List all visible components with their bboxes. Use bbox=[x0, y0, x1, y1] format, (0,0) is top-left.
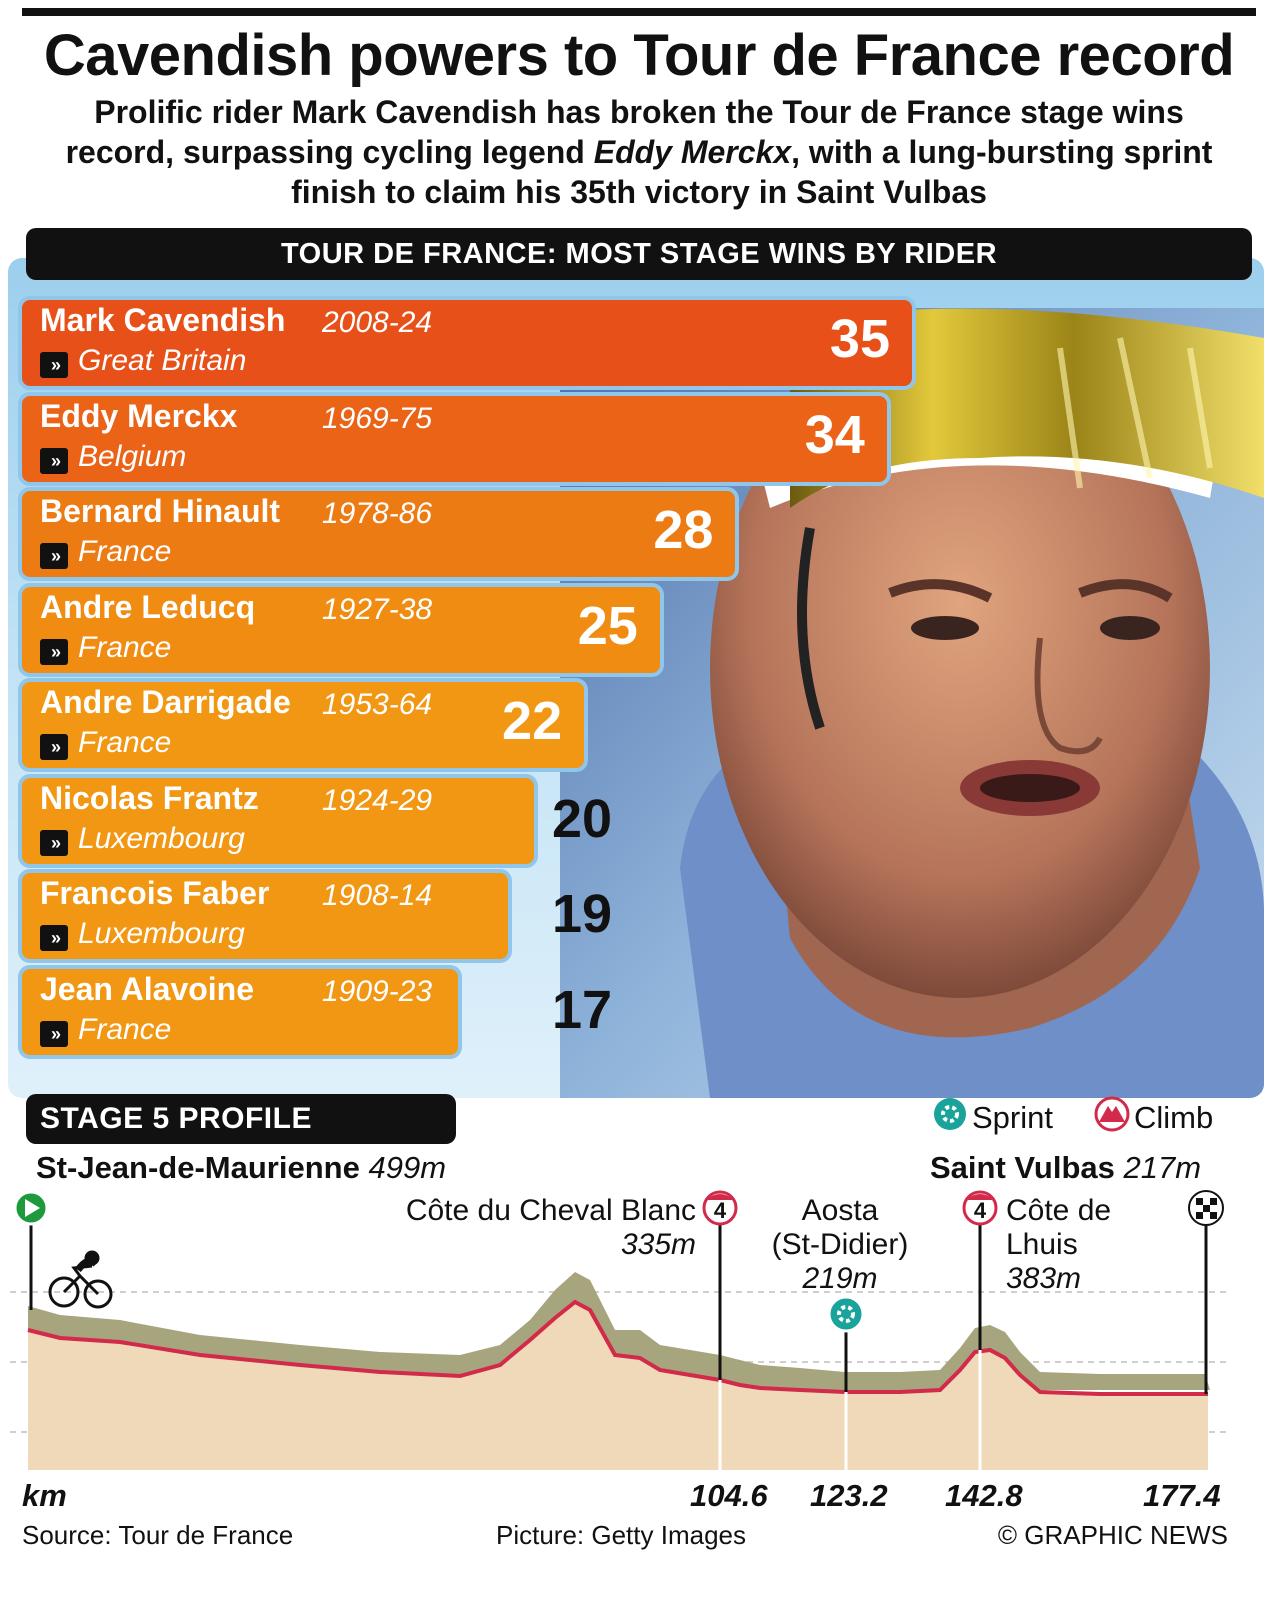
bar-value: 20 bbox=[552, 788, 613, 849]
climb2-name-2: Lhuis bbox=[1006, 1228, 1078, 1261]
chevron-icon: » bbox=[40, 543, 68, 569]
rider-name: Andre Darrigade bbox=[40, 684, 291, 720]
stage-profile: 4 4 bbox=[10, 1190, 1228, 1470]
cyclist-icon bbox=[48, 1250, 113, 1309]
legend-climb: Climb bbox=[1134, 1100, 1214, 1135]
rider-name: Bernard Hinault bbox=[40, 493, 281, 529]
start-location: St-Jean-de-Maurienne 499m bbox=[36, 1150, 446, 1186]
sprint-legend-icon bbox=[934, 1098, 966, 1130]
rider-years: 1908-14 bbox=[322, 879, 433, 912]
chart-title: TOUR DE FRANCE: MOST STAGE WINS BY RIDER bbox=[26, 228, 1252, 280]
climb2-name-1: Côte de bbox=[1006, 1194, 1112, 1227]
climb1-name: Côte du Cheval Blanc bbox=[405, 1194, 696, 1227]
bar-value: 17 bbox=[552, 979, 613, 1040]
climb1-category: 4 bbox=[714, 1198, 727, 1223]
chevron-icon: » bbox=[40, 1020, 68, 1047]
bar-value: 25 bbox=[577, 595, 638, 656]
bar-1: Mark Cavendish 2008-24 » Great Britain 35 bbox=[22, 300, 912, 386]
finish-altitude: 217m bbox=[1123, 1150, 1202, 1185]
sprint-name-2: (St-Didier) bbox=[771, 1228, 909, 1261]
rider-country: Luxembourg bbox=[78, 917, 245, 950]
rider-years: 1927-38 bbox=[322, 592, 433, 626]
start-altitude: 499m bbox=[368, 1150, 447, 1185]
sprint-altitude: 219m bbox=[802, 1262, 878, 1295]
rider-years: 2008-24 bbox=[322, 306, 433, 339]
bar-8: Jean Alavoine 1909-23 » France bbox=[22, 968, 458, 1055]
bar-value: 35 bbox=[829, 309, 890, 369]
km-marker-2: 123.2 bbox=[810, 1478, 888, 1513]
rider-country: France bbox=[78, 630, 172, 664]
rider-years: 1924-29 bbox=[322, 783, 433, 817]
finish-flag-icon bbox=[1188, 1190, 1224, 1226]
standfirst-emphasis: Eddy Merckx bbox=[593, 134, 792, 170]
km-axis-label: km bbox=[22, 1478, 67, 1513]
bar-value: 19 bbox=[552, 884, 613, 944]
rider-country: Belgium bbox=[78, 439, 187, 473]
publisher-credit: © GRAPHIC NEWS bbox=[997, 1520, 1228, 1550]
chevron-icon: » bbox=[40, 925, 68, 951]
top-rule bbox=[22, 8, 1256, 16]
climb2-category: 4 bbox=[974, 1198, 987, 1223]
bar-value: 28 bbox=[653, 500, 714, 560]
climb2-label: Côte de Lhuis 383m bbox=[1006, 1194, 1166, 1296]
chevron-icon: » bbox=[40, 829, 68, 856]
climb2-altitude: 383m bbox=[1006, 1262, 1082, 1295]
finish-location: Saint Vulbas 217m bbox=[930, 1150, 1201, 1186]
legend-sprint: Sprint bbox=[972, 1100, 1053, 1135]
km-marker-4: 177.4 bbox=[1143, 1478, 1221, 1513]
climb1-altitude: 335m bbox=[620, 1228, 696, 1261]
bar-value: 34 bbox=[804, 404, 865, 465]
bar-2: Eddy Merckx 1969-75 » Belgium 34 bbox=[22, 395, 887, 482]
stage-title: STAGE 5 PROFILE bbox=[26, 1094, 456, 1144]
standfirst: Prolific rider Mark Cavendish has broken… bbox=[40, 92, 1238, 212]
standfirst-text-1: Prolific rider Mark Cavendish has broken… bbox=[65, 94, 1184, 170]
chevron-icon: » bbox=[40, 352, 68, 378]
rider-years: 1969-75 bbox=[322, 401, 433, 435]
rider-years: 1909-23 bbox=[322, 974, 433, 1008]
rider-country: Luxembourg bbox=[78, 821, 245, 855]
chevron-icon: » bbox=[40, 638, 68, 665]
rider-years: 1978-86 bbox=[322, 497, 433, 530]
rider-name: Mark Cavendish bbox=[40, 302, 286, 338]
rider-name: Nicolas Frantz bbox=[40, 779, 259, 816]
source-credit: Source: Tour de France bbox=[22, 1520, 294, 1550]
rider-name: Jean Alavoine bbox=[40, 970, 255, 1007]
bar-7: Francois Faber 1908-14 » Luxembourg bbox=[22, 873, 509, 959]
sprint-label: Aosta (St-Didier) 219m bbox=[760, 1194, 920, 1296]
chevron-icon: » bbox=[40, 734, 68, 760]
bar-value: 22 bbox=[502, 691, 563, 751]
rider-country: France bbox=[78, 535, 172, 568]
bar-4: Andre Leducq 1927-38 » France 25 bbox=[22, 586, 660, 673]
rider-country: Great Britain bbox=[78, 344, 247, 377]
sprint-name-1: Aosta bbox=[801, 1194, 879, 1227]
rider-country: France bbox=[78, 1012, 172, 1046]
rider-years: 1953-64 bbox=[322, 688, 433, 721]
picture-credit: Picture: Getty Images bbox=[496, 1520, 746, 1550]
km-marker-3: 142.8 bbox=[945, 1478, 1023, 1513]
headline: Cavendish powers to Tour de France recor… bbox=[43, 23, 1235, 88]
standfirst-text-2: , with a lung-bursting sprint finish to … bbox=[291, 134, 1213, 210]
start-name: St-Jean-de-Maurienne bbox=[36, 1150, 360, 1185]
bar-5: Andre Darrigade 1953-64 » France 22 bbox=[22, 682, 585, 768]
rider-country: France bbox=[78, 726, 172, 759]
bar-3: Bernard Hinault 1978-86 » France 28 bbox=[22, 491, 736, 577]
finish-name: Saint Vulbas bbox=[930, 1150, 1115, 1185]
climb-legend-icon bbox=[1094, 1096, 1130, 1132]
chevron-icon: » bbox=[40, 447, 68, 474]
bar-6: Nicolas Frantz 1924-29 » Luxembourg bbox=[22, 777, 534, 864]
rider-name: Andre Leducq bbox=[40, 588, 256, 625]
rider-name: Francois Faber bbox=[40, 875, 270, 911]
km-marker-1: 104.6 bbox=[690, 1478, 768, 1513]
rider-name: Eddy Merckx bbox=[40, 397, 238, 434]
climb1-label: Côte du Cheval Blanc 335m bbox=[380, 1194, 696, 1262]
